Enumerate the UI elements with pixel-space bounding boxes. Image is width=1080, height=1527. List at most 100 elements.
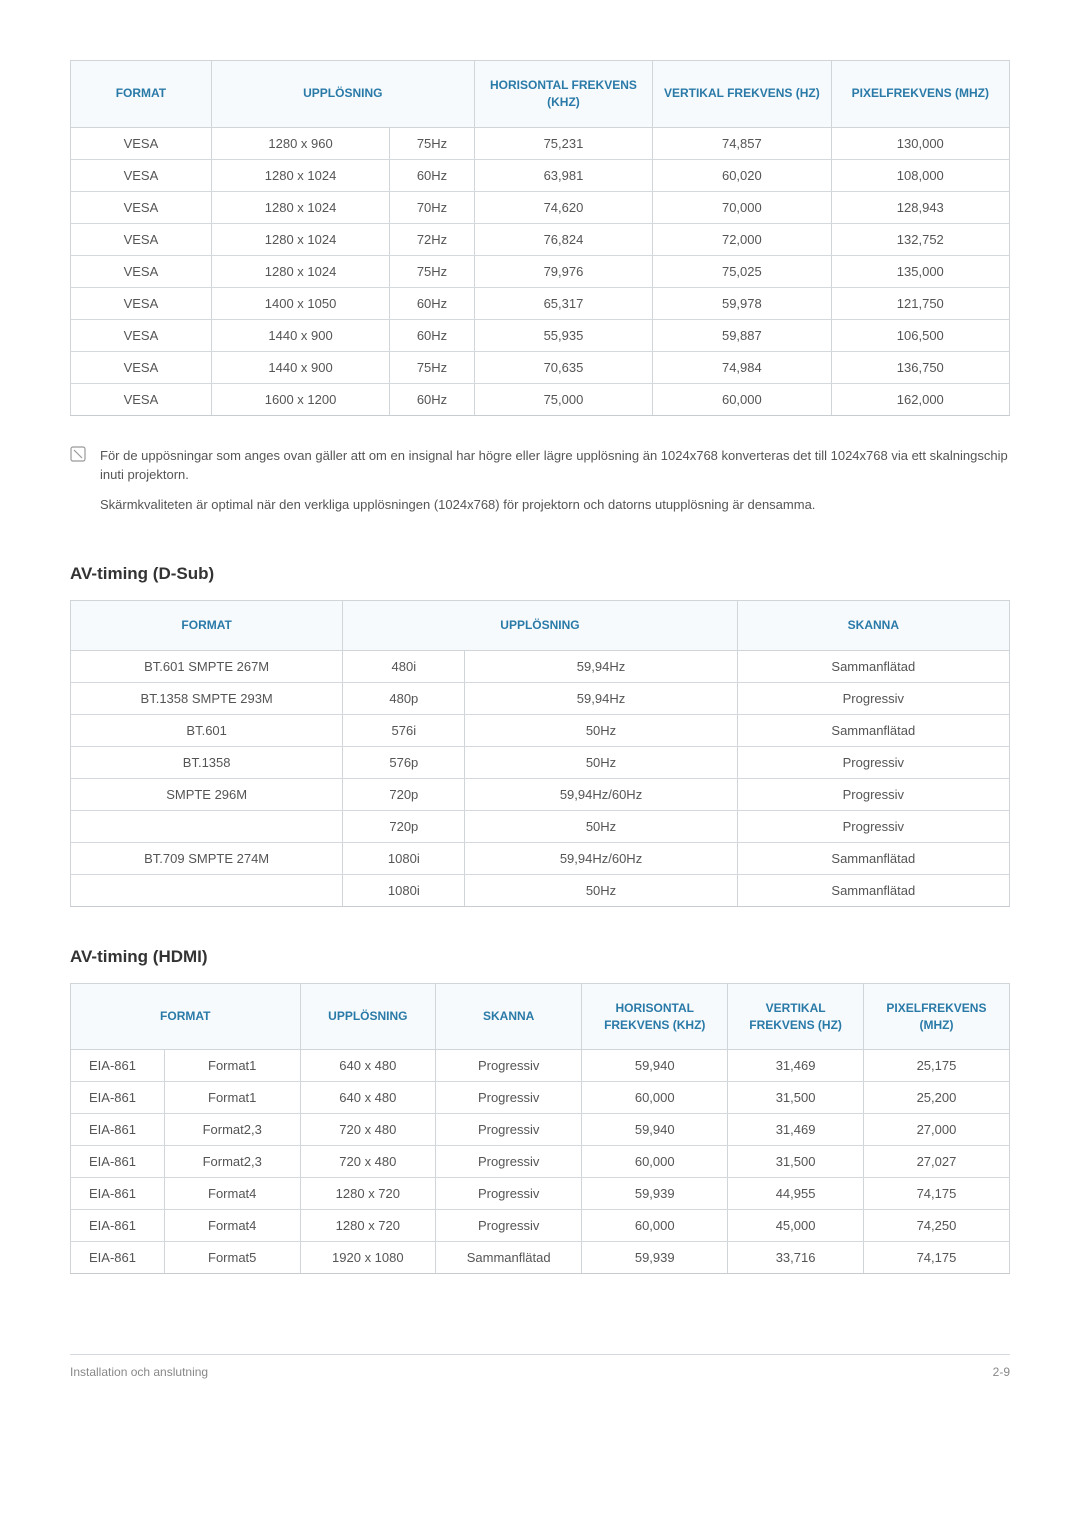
table-cell: 45,000 <box>728 1210 864 1242</box>
table-cell: 106,500 <box>831 319 1009 351</box>
table-cell: 1280 x 720 <box>300 1178 436 1210</box>
table-cell: 74,857 <box>653 127 831 159</box>
table-cell: EIA-861 <box>71 1114 165 1146</box>
table-cell: Progressiv <box>436 1210 582 1242</box>
table-cell: 75,025 <box>653 255 831 287</box>
table-cell: 75,231 <box>474 127 652 159</box>
table-cell: 31,500 <box>728 1146 864 1178</box>
table-cell: 70,635 <box>474 351 652 383</box>
table-cell: 640 x 480 <box>300 1082 436 1114</box>
table-row: VESA1280 x 96075Hz75,23174,857130,000 <box>71 127 1010 159</box>
table-cell: EIA-861 <box>71 1178 165 1210</box>
table-cell: 720 x 480 <box>300 1146 436 1178</box>
table-cell: 59,940 <box>582 1050 728 1082</box>
table-cell: 640 x 480 <box>300 1050 436 1082</box>
table-cell: EIA-861 <box>71 1146 165 1178</box>
table-cell: 60,000 <box>582 1210 728 1242</box>
table-cell: Progressiv <box>737 778 1009 810</box>
table-cell: VESA <box>71 191 212 223</box>
table-cell: VESA <box>71 287 212 319</box>
table-cell: Progressiv <box>737 746 1009 778</box>
table-cell: 65,317 <box>474 287 652 319</box>
table-row: VESA1280 x 102475Hz79,97675,025135,000 <box>71 255 1010 287</box>
table-row: BT.601576i50HzSammanflätad <box>71 714 1010 746</box>
table-row: BT.601 SMPTE 267M480i59,94HzSammanflätad <box>71 650 1010 682</box>
table-cell: 76,824 <box>474 223 652 255</box>
col-vertikal: VERTIKAL FREKVENS (HZ) <box>653 61 831 128</box>
table-cell: Format2,3 <box>164 1146 300 1178</box>
table-cell: 70Hz <box>390 191 475 223</box>
section-hdmi-heading: AV-timing (HDMI) <box>70 947 1010 967</box>
table-cell: Format2,3 <box>164 1114 300 1146</box>
table-cell: VESA <box>71 383 212 415</box>
table-cell: 72Hz <box>390 223 475 255</box>
table-cell: VESA <box>71 319 212 351</box>
table-row: EIA-861Format2,3720 x 480Progressiv60,00… <box>71 1146 1010 1178</box>
table-cell: 108,000 <box>831 159 1009 191</box>
table-cell: 1280 x 1024 <box>211 223 389 255</box>
table-cell: Sammanflätad <box>436 1242 582 1274</box>
table-cell: 79,976 <box>474 255 652 287</box>
col-upplosning: UPPLÖSNING <box>300 983 436 1050</box>
table-cell: EIA-861 <box>71 1210 165 1242</box>
table-cell: 31,469 <box>728 1050 864 1082</box>
table-cell: 75,000 <box>474 383 652 415</box>
col-horisontal: HORISONTAL FREKVENS (KHZ) <box>474 61 652 128</box>
table-row: BT.709 SMPTE 274M1080i59,94Hz/60HzSamman… <box>71 842 1010 874</box>
col-skanna: SKANNA <box>436 983 582 1050</box>
table-cell: 59,939 <box>582 1242 728 1274</box>
table-cell: Progressiv <box>436 1178 582 1210</box>
table-cell: 480p <box>343 682 465 714</box>
table-cell: 1440 x 900 <box>211 319 389 351</box>
table-cell: VESA <box>71 223 212 255</box>
table-cell: 576i <box>343 714 465 746</box>
col-format: FORMAT <box>71 601 343 651</box>
table-cell: 1080i <box>343 842 465 874</box>
table-row: VESA1440 x 90075Hz70,63574,984136,750 <box>71 351 1010 383</box>
table-cell: 1280 x 1024 <box>211 255 389 287</box>
table-cell: VESA <box>71 159 212 191</box>
table-cell: 132,752 <box>831 223 1009 255</box>
table-cell: VESA <box>71 127 212 159</box>
table-cell: 59,939 <box>582 1178 728 1210</box>
table-cell: 59,887 <box>653 319 831 351</box>
table-cell: 59,940 <box>582 1114 728 1146</box>
table-cell: 162,000 <box>831 383 1009 415</box>
table-row: VESA1280 x 102472Hz76,82472,000132,752 <box>71 223 1010 255</box>
note-block: För de uppösningar som anges ovan gäller… <box>70 446 1010 525</box>
table-cell: 50Hz <box>465 746 737 778</box>
table-cell: 720p <box>343 778 465 810</box>
col-pixel: PIXELFREKVENS (MHZ) <box>831 61 1009 128</box>
table-cell: 74,620 <box>474 191 652 223</box>
col-skanna: SKANNA <box>737 601 1009 651</box>
page-footer: Installation och anslutning 2-9 <box>70 1354 1010 1379</box>
table-cell: 720p <box>343 810 465 842</box>
table-row: EIA-861Format41280 x 720Progressiv59,939… <box>71 1178 1010 1210</box>
table-cell: EIA-861 <box>71 1082 165 1114</box>
section-dsub-heading: AV-timing (D-Sub) <box>70 564 1010 584</box>
table-cell: BT.1358 SMPTE 293M <box>71 682 343 714</box>
table-cell: Progressiv <box>737 682 1009 714</box>
table-cell: Sammanflätad <box>737 842 1009 874</box>
table-cell: 1440 x 900 <box>211 351 389 383</box>
table-cell: 44,955 <box>728 1178 864 1210</box>
table-cell: 59,94Hz/60Hz <box>465 778 737 810</box>
table-cell: 74,984 <box>653 351 831 383</box>
table-cell: Format1 <box>164 1082 300 1114</box>
table-cell: 50Hz <box>465 874 737 906</box>
footer-right: 2-9 <box>993 1365 1010 1379</box>
table-header-row: FORMAT UPPLÖSNING HORISONTAL FREKVENS (K… <box>71 61 1010 128</box>
table-cell: 1600 x 1200 <box>211 383 389 415</box>
table-cell: 135,000 <box>831 255 1009 287</box>
table-cell: 60,000 <box>582 1082 728 1114</box>
table-header-row: FORMAT UPPLÖSNING SKANNA HORISONTAL FREK… <box>71 983 1010 1050</box>
table-row: EIA-861Format51920 x 1080Sammanflätad59,… <box>71 1242 1010 1274</box>
table-cell: 59,94Hz/60Hz <box>465 842 737 874</box>
table-row: VESA1280 x 102470Hz74,62070,000128,943 <box>71 191 1010 223</box>
table-cell: 55,935 <box>474 319 652 351</box>
table-row: 720p50HzProgressiv <box>71 810 1010 842</box>
table-cell: 59,978 <box>653 287 831 319</box>
table-cell: 59,94Hz <box>465 682 737 714</box>
note-para-1: För de uppösningar som anges ovan gäller… <box>100 446 1010 485</box>
table-cell: 27,000 <box>863 1114 1009 1146</box>
